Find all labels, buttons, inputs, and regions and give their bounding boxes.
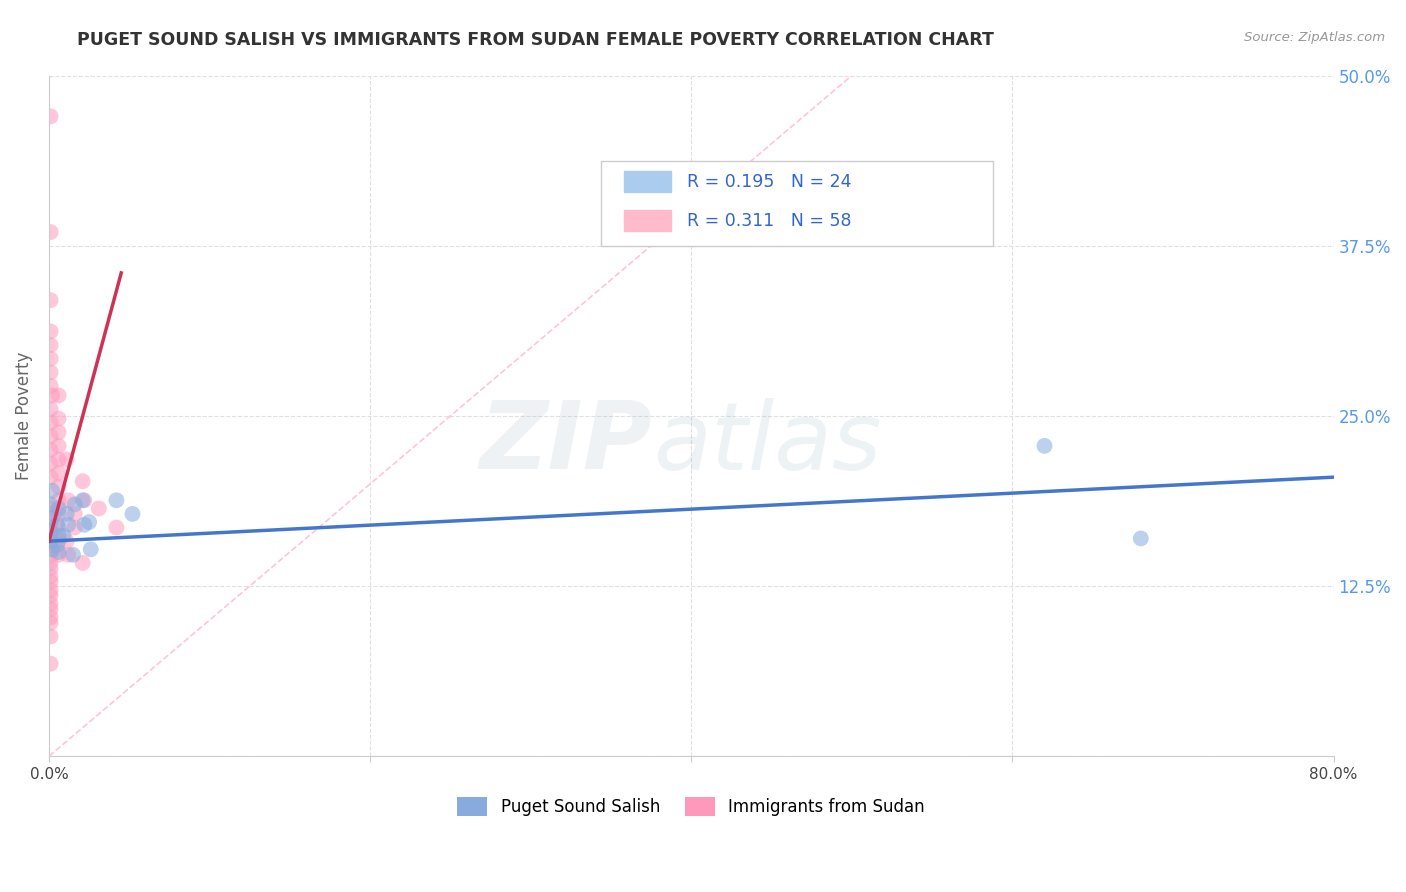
Point: [73, 517, 96, 532]
Point: [62, 548, 84, 562]
Point: [39, 293, 62, 308]
Point: [87, 501, 110, 516]
Point: [39, 497, 62, 511]
Point: [39, 515, 62, 529]
Point: [39, 610, 62, 624]
Point: [39, 338, 62, 352]
Point: [48, 534, 70, 549]
Point: [48, 507, 70, 521]
FancyBboxPatch shape: [624, 211, 671, 231]
Point: [48, 493, 70, 508]
Point: [48, 501, 70, 516]
Point: [48, 529, 70, 543]
Point: [39, 225, 62, 239]
Point: [63, 497, 86, 511]
Point: [39, 470, 62, 484]
Point: [48, 480, 70, 494]
Point: [39, 429, 62, 443]
Point: [48, 466, 70, 480]
Point: [48, 439, 70, 453]
Point: [58, 517, 80, 532]
Point: [39, 109, 62, 123]
Point: [39, 542, 62, 557]
Point: [39, 379, 62, 393]
Point: [39, 569, 62, 583]
Point: [72, 493, 94, 508]
Point: [121, 507, 143, 521]
Point: [39, 507, 62, 521]
Point: [48, 520, 70, 534]
Point: [39, 597, 62, 611]
Point: [55, 534, 77, 549]
Text: R = 0.311   N = 58: R = 0.311 N = 58: [688, 212, 852, 230]
Point: [105, 493, 128, 508]
Point: [1129, 532, 1152, 546]
Point: [48, 545, 70, 559]
FancyBboxPatch shape: [602, 161, 993, 245]
Text: atlas: atlas: [652, 398, 882, 489]
Point: [39, 548, 62, 562]
Point: [39, 589, 62, 603]
Point: [39, 501, 62, 516]
Text: R = 0.195   N = 24: R = 0.195 N = 24: [688, 173, 852, 191]
Point: [39, 402, 62, 417]
Point: [73, 493, 96, 508]
Point: [48, 411, 70, 425]
Point: [39, 520, 62, 534]
Legend: Puget Sound Salish, Immigrants from Sudan: Puget Sound Salish, Immigrants from Suda…: [451, 790, 932, 822]
Point: [48, 548, 70, 562]
Text: PUGET SOUND SALISH VS IMMIGRANTS FROM SUDAN FEMALE POVERTY CORRELATION CHART: PUGET SOUND SALISH VS IMMIGRANTS FROM SU…: [77, 31, 994, 49]
Point: [41, 511, 63, 525]
Point: [39, 574, 62, 589]
Point: [39, 416, 62, 430]
Point: [39, 442, 62, 457]
Point: [39, 561, 62, 575]
Point: [39, 615, 62, 630]
Point: [48, 425, 70, 440]
Point: [39, 534, 62, 549]
Point: [63, 507, 86, 521]
Point: [39, 602, 62, 616]
Point: [39, 325, 62, 339]
Point: [105, 520, 128, 534]
Point: [48, 388, 70, 402]
Point: [55, 452, 77, 467]
Point: [58, 493, 80, 508]
Text: ZIP: ZIP: [479, 397, 652, 489]
Point: [39, 657, 62, 671]
Point: [58, 548, 80, 562]
Point: [72, 475, 94, 489]
Point: [41, 542, 63, 557]
Point: [39, 556, 62, 570]
Point: [39, 529, 62, 543]
Point: [72, 556, 94, 570]
Point: [46, 538, 69, 552]
Point: [39, 534, 62, 549]
Point: [39, 524, 62, 539]
Text: Source: ZipAtlas.com: Source: ZipAtlas.com: [1244, 31, 1385, 45]
Point: [63, 520, 86, 534]
Point: [41, 388, 63, 402]
Point: [39, 351, 62, 366]
Point: [39, 457, 62, 471]
Point: [52, 529, 75, 543]
Point: [1033, 439, 1056, 453]
Point: [39, 583, 62, 598]
Point: [48, 452, 70, 467]
Point: [39, 630, 62, 644]
Point: [77, 515, 100, 529]
Point: [46, 517, 69, 532]
Y-axis label: Female Poverty: Female Poverty: [15, 351, 32, 480]
Point: [80, 542, 103, 557]
FancyBboxPatch shape: [624, 171, 671, 193]
Point: [55, 507, 77, 521]
Point: [39, 365, 62, 379]
Point: [41, 483, 63, 498]
